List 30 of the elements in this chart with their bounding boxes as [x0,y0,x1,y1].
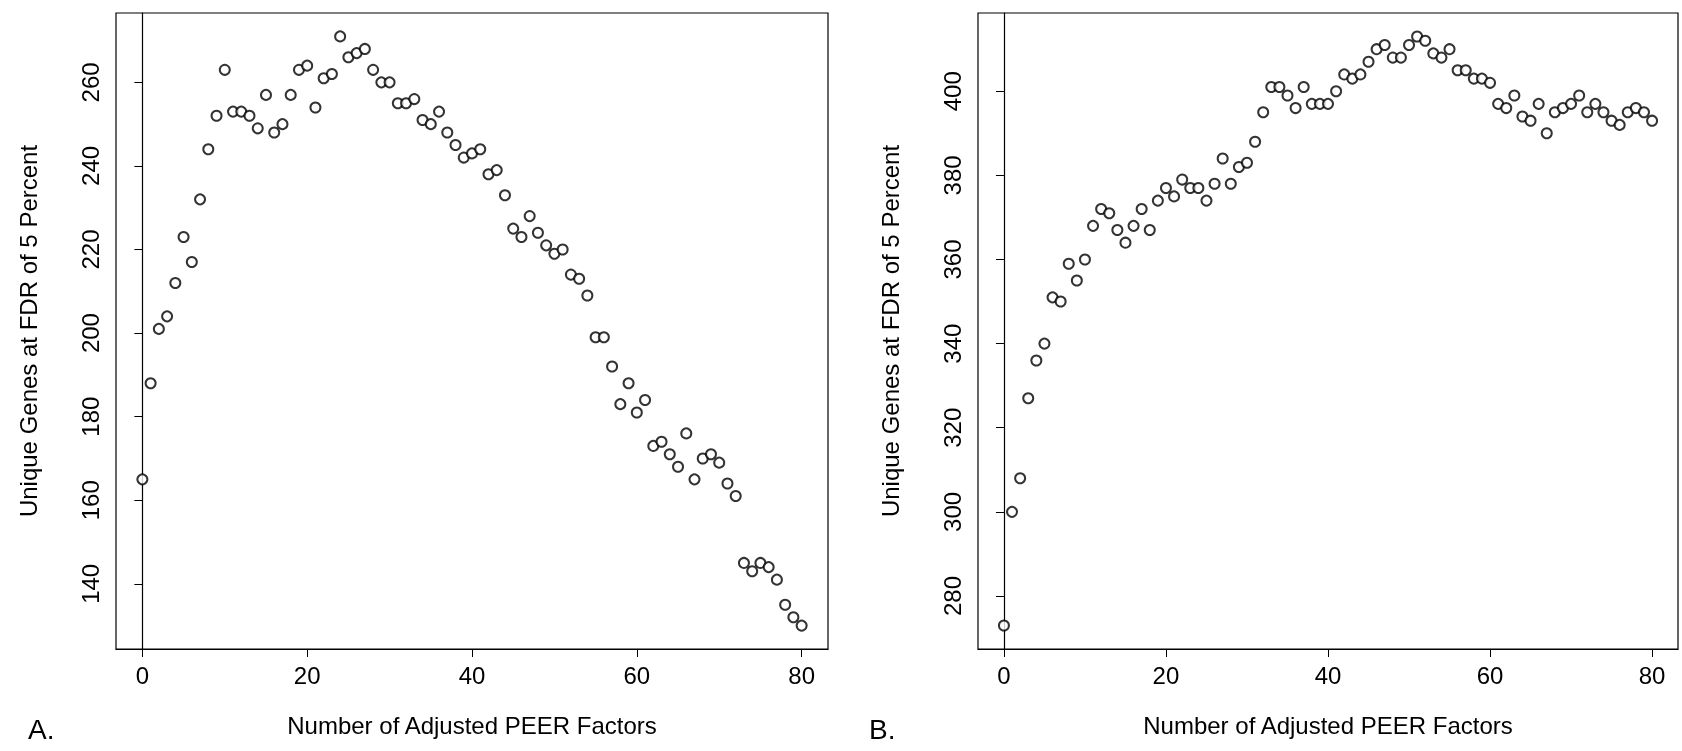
y-axis-title: Unique Genes at FDR of 5 Percent [14,144,42,518]
y-axis-title: Unique Genes at FDR of 5 Percent [876,144,904,518]
y-tick-label: 380 [938,155,966,196]
text: A. [28,713,55,745]
x-tick-label: 80 [788,661,815,689]
x-tick-label: 0 [997,661,1011,689]
y-tick-label: 260 [76,62,104,103]
x-tick-label: 60 [1476,661,1504,689]
x-tick-label: 80 [1638,661,1666,689]
y-tick-label: 200 [76,313,104,354]
y-tick-label: 280 [938,575,966,617]
y-tick-label: 160 [76,480,104,521]
y-tick-label: 220 [76,229,104,270]
x-axis-title: Number of Adjusted PEER Factors [1143,711,1513,739]
y-tick-label: 360 [938,239,966,280]
x-tick-label: 0 [135,661,150,689]
x-tick-label: 40 [1314,661,1342,689]
y-tick-label: 340 [938,323,966,364]
x-tick-label: 60 [623,661,651,689]
x-axis-title: Number of Adjusted PEER Factors [287,711,657,739]
x-tick-label: 20 [1152,661,1180,689]
text: B. [869,713,896,745]
y-tick-label: 240 [76,145,104,186]
x-tick-label: 20 [293,661,321,689]
x-tick-label: 40 [458,661,486,689]
y-tick-label: 300 [938,491,966,532]
y-tick-label: 400 [938,71,966,112]
y-tick-label: 180 [76,396,104,437]
y-tick-label: 320 [938,407,966,448]
y-tick-label: 140 [76,563,104,604]
